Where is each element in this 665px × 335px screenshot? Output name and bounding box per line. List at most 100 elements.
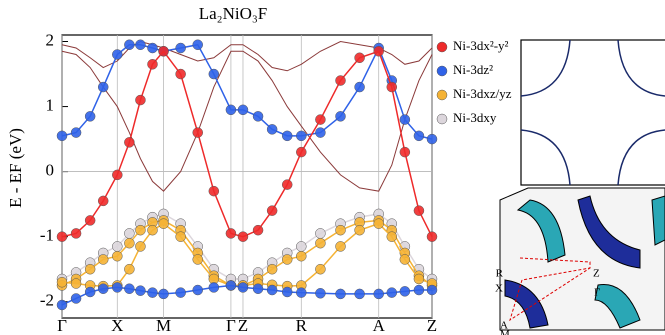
- fat-band-point: [336, 225, 346, 235]
- fat-band-point: [238, 282, 248, 292]
- fat-band-point: [98, 82, 108, 92]
- fat-band-point: [147, 43, 157, 53]
- fat-band-point: [315, 128, 325, 138]
- bz-label: Γ: [594, 287, 600, 299]
- fat-band-point: [112, 282, 122, 292]
- fat-band-point: [85, 287, 95, 297]
- x-tick-label: A: [373, 316, 386, 335]
- bz-label: Z: [593, 268, 600, 280]
- fat-band-point: [209, 282, 219, 292]
- fat-band-point: [98, 284, 108, 294]
- bz-label: R: [496, 268, 504, 280]
- fat-band-point: [209, 186, 219, 196]
- fat-band-point: [296, 147, 306, 157]
- fat-band-point: [176, 69, 186, 79]
- fat-band-point: [315, 115, 325, 125]
- bz-label: X: [495, 283, 503, 295]
- x-tick-label: Γ: [226, 316, 236, 335]
- fat-band-point: [71, 293, 81, 303]
- fat-band-point: [336, 76, 346, 86]
- fat-band-point: [355, 289, 365, 299]
- fat-band-point: [336, 289, 346, 299]
- fat-band-point: [57, 277, 67, 287]
- fat-band-point: [282, 254, 292, 264]
- fat-band-point: [124, 40, 134, 50]
- fat-band-point: [124, 284, 134, 294]
- legend-label: Ni-3dxy: [453, 110, 497, 125]
- legend-marker: [437, 66, 447, 76]
- fat-band-point: [427, 285, 437, 295]
- fat-band-point: [400, 286, 410, 296]
- fat-band-point: [193, 285, 203, 295]
- fat-band-point: [98, 196, 108, 206]
- fat-band-point: [159, 289, 169, 299]
- fat-band-point: [296, 288, 306, 298]
- fat-band-point: [85, 111, 95, 121]
- fat-band-point: [71, 279, 81, 289]
- fat-band-point: [71, 228, 81, 238]
- legend-marker: [437, 90, 447, 100]
- legend-label: Ni-3dz²: [453, 62, 493, 77]
- fat-band-point: [209, 69, 219, 79]
- fat-band-point: [355, 82, 365, 92]
- x-tick-label: R: [296, 316, 308, 335]
- fat-band-point: [193, 40, 203, 50]
- fat-band-point: [282, 131, 292, 141]
- fat-band-point: [71, 128, 81, 138]
- fat-band-point: [296, 251, 306, 261]
- fat-band-point: [57, 232, 67, 242]
- fat-band-point: [374, 289, 384, 299]
- fat-band-point: [315, 288, 325, 298]
- fat-band-point: [226, 228, 236, 238]
- fat-band-point: [226, 280, 236, 290]
- fat-band-point: [296, 241, 306, 251]
- figure: La₂NiO₃F E - EF (eV) -2-1012ΓXMΓZRAZNi-3…: [0, 0, 665, 335]
- y-tick-label: 2: [46, 30, 55, 49]
- fat-band-point: [176, 43, 186, 53]
- fat-band-point: [267, 285, 277, 295]
- fat-band-point: [226, 105, 236, 115]
- fat-band-point: [124, 137, 134, 147]
- y-tick-label: 1: [46, 95, 55, 114]
- legend-label: Ni-3dxz/yz: [453, 86, 512, 101]
- fat-band-point: [135, 95, 145, 105]
- fat-band-point: [57, 300, 67, 310]
- fat-band-point: [85, 215, 95, 225]
- fat-band-point: [135, 241, 145, 251]
- fat-band-point: [374, 46, 384, 56]
- fermi-surface-3d: [500, 188, 665, 330]
- fat-band-point: [124, 264, 134, 274]
- fat-band-point: [112, 241, 122, 251]
- fat-band-point: [147, 59, 157, 69]
- x-tick-label: Γ: [57, 316, 67, 335]
- fat-band-point: [296, 131, 306, 141]
- bz-label: M: [500, 329, 510, 335]
- x-tick-label: Z: [238, 316, 248, 335]
- fat-band-point: [57, 131, 67, 141]
- legend-label: Ni-3dx²-y²: [453, 38, 509, 53]
- fat-band-point: [238, 105, 248, 115]
- fat-band-point: [267, 124, 277, 134]
- fat-band-point: [98, 254, 108, 264]
- fat-band-point: [112, 50, 122, 60]
- fat-band-point: [238, 232, 248, 242]
- fat-band-point: [387, 232, 397, 242]
- x-tick-label: X: [111, 316, 123, 335]
- fat-band-point: [135, 225, 145, 235]
- fat-band-point: [147, 225, 157, 235]
- fat-band-point: [374, 219, 384, 229]
- legend-marker: [437, 114, 447, 124]
- fat-band-point: [400, 147, 410, 157]
- legend-marker: [437, 42, 447, 52]
- fat-band-point: [315, 228, 325, 238]
- fat-band-point: [427, 232, 437, 242]
- fat-band-point: [315, 238, 325, 248]
- y-tick-label: 0: [46, 161, 55, 180]
- fat-band-point: [253, 225, 263, 235]
- fat-band-point: [193, 254, 203, 264]
- fat-band-point: [336, 111, 346, 121]
- fat-band-point: [176, 288, 186, 298]
- fat-band-point: [414, 206, 424, 216]
- fat-band-point: [124, 238, 134, 248]
- fat-band-point: [414, 274, 424, 284]
